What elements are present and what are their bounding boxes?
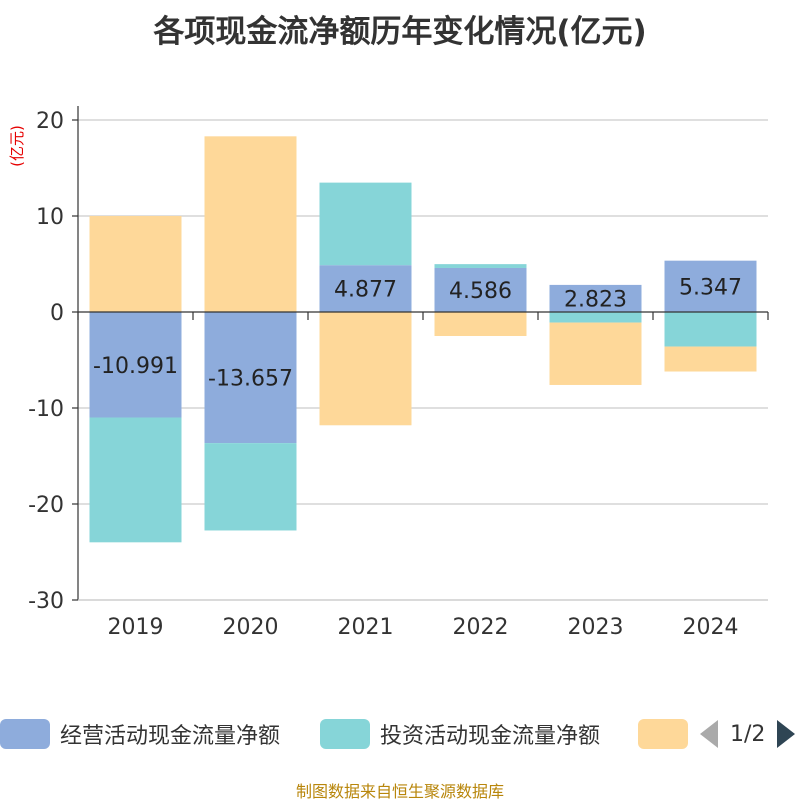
bar-chart: 20 10 0 -10 -20 -30 2019 2020 2021 2022 2023 2024 -… (8, 106, 769, 640)
bar-marks (89, 136, 757, 543)
bar-0-2022[interactable] (434, 267, 527, 312)
bar-0-2024[interactable] (664, 260, 757, 312)
x-tick-label: 2023 (568, 615, 624, 640)
legend: 经营活动现金流量净额 投资活动现金流量净额 1/2 (0, 716, 800, 756)
data-labels: -10.991 -13.657 4.877 4.586 2.823 5.347 (93, 275, 742, 391)
legend-item-financing[interactable] (638, 716, 688, 752)
bar-0-2019[interactable] (89, 312, 182, 418)
bar-value-label: 4.877 (334, 278, 397, 303)
legend-item-investing[interactable]: 投资活动现金流量净额 (320, 716, 600, 752)
bar-1-2022[interactable] (434, 264, 527, 268)
bar-2-2020[interactable] (204, 136, 297, 312)
x-tick-label: 2019 (108, 615, 164, 640)
bar-value-label: 4.586 (449, 279, 512, 304)
legend-label-investing: 投资活动现金流量净额 (380, 724, 601, 749)
y-tick-label: 10 (36, 205, 64, 230)
y-tick-label: -10 (28, 397, 64, 422)
bar-value-label: -13.657 (208, 367, 293, 392)
axes: 20 10 0 -10 -20 -30 2019 2020 2021 2022 2023 2024 (28, 106, 769, 640)
bar-0-2020[interactable] (204, 312, 297, 444)
y-tick-label: 0 (50, 301, 64, 326)
x-tick-label: 2020 (223, 615, 279, 640)
bar-1-2020[interactable] (204, 443, 297, 531)
data-source-note: 制图数据来自恒生聚源数据库 (295, 782, 504, 801)
bar-0-2021[interactable] (319, 265, 412, 312)
legend-label-operating: 经营活动现金流量净额 (60, 724, 281, 749)
legend-item-operating[interactable]: 经营活动现金流量净额 (0, 716, 280, 752)
x-tick-label: 2024 (683, 615, 739, 640)
bar-1-2019[interactable] (89, 417, 182, 543)
page-prev-icon[interactable] (700, 720, 718, 748)
bar-0-2023[interactable] (549, 284, 642, 312)
bar-value-label: 2.823 (564, 287, 627, 312)
bar-value-label: 5.347 (679, 275, 742, 300)
bar-2-2021[interactable] (319, 312, 412, 426)
page-indicator: 1/2 (730, 721, 766, 747)
bar-2-2019[interactable] (89, 216, 182, 312)
legend-swatch-operating (0, 719, 50, 749)
bar-1-2021[interactable] (319, 182, 412, 266)
legend-pager: 1/2 (700, 716, 796, 752)
y-axis-unit: (亿元) (8, 125, 26, 167)
y-tick-label: -20 (28, 493, 64, 518)
legend-swatch-investing (320, 719, 370, 749)
y-tick-label: -30 (28, 589, 64, 614)
chart-title: 各项现金流净额历年变化情况(亿元) (153, 14, 647, 50)
bar-2-2023[interactable] (549, 322, 642, 385)
bar-2-2024[interactable] (664, 346, 757, 372)
legend-swatch-financing (638, 719, 688, 749)
y-tick-label: 20 (36, 109, 64, 134)
x-tick-label: 2022 (453, 615, 509, 640)
x-tick-label: 2021 (338, 615, 394, 640)
bar-1-2024[interactable] (664, 312, 757, 347)
page-next-icon[interactable] (777, 720, 796, 748)
bar-1-2023[interactable] (549, 312, 642, 323)
bar-2-2022[interactable] (434, 312, 527, 336)
grid-lines (78, 119, 768, 601)
bar-value-label: -10.991 (93, 354, 178, 379)
